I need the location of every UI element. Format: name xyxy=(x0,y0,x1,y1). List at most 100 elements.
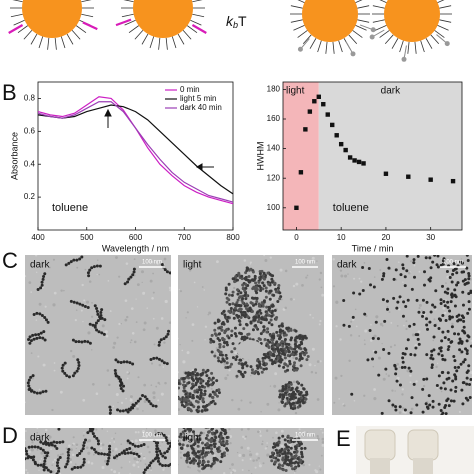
noise xyxy=(261,440,264,443)
nanoparticle xyxy=(203,385,207,389)
nanoparticle xyxy=(296,461,300,465)
scatter-point xyxy=(321,102,326,107)
noise xyxy=(390,322,393,324)
nanoparticle xyxy=(204,370,208,374)
ligand xyxy=(439,19,452,23)
nanoparticle xyxy=(29,455,33,459)
noise xyxy=(38,302,42,306)
nanoparticle xyxy=(75,258,79,262)
noise xyxy=(320,286,323,289)
nanoparticle xyxy=(271,304,275,308)
nanoparticle xyxy=(254,285,258,289)
noise xyxy=(274,372,278,376)
noise xyxy=(186,311,189,314)
noise xyxy=(304,339,306,341)
nanoparticle xyxy=(372,285,376,289)
nanoparticle xyxy=(196,423,199,426)
noise xyxy=(124,318,128,322)
noise xyxy=(208,407,210,409)
noise xyxy=(150,384,153,386)
noise xyxy=(358,334,361,337)
noise xyxy=(233,469,237,472)
nanoparticle xyxy=(55,440,59,444)
noise xyxy=(186,351,190,355)
nanoparticle xyxy=(43,338,47,342)
nanoparticle xyxy=(182,438,186,442)
nanoparticle xyxy=(241,286,245,290)
nanoparticle xyxy=(135,452,139,456)
ligand xyxy=(357,19,370,23)
nanoparticle xyxy=(262,353,266,357)
noise xyxy=(108,383,111,387)
nanoparticle xyxy=(27,384,31,388)
nanoparticle xyxy=(260,269,264,273)
nanoparticle xyxy=(439,349,443,353)
nanoparticle xyxy=(278,297,282,301)
nanoparticle xyxy=(167,464,171,468)
nanoparticle xyxy=(247,332,251,336)
x-tick-label: 20 xyxy=(381,233,390,242)
nanoparticle xyxy=(217,359,221,363)
nanoparticle xyxy=(212,442,216,446)
y-axis-label: Absorbance xyxy=(9,132,19,180)
nanoparticle xyxy=(201,397,205,401)
ligand xyxy=(325,41,328,54)
nanoparticle xyxy=(128,361,132,365)
nanoparticle xyxy=(182,428,186,430)
nanoparticle xyxy=(93,304,97,308)
noise xyxy=(303,430,306,434)
ligand xyxy=(293,25,305,31)
nanoparticle xyxy=(87,274,91,278)
nanoparticle xyxy=(148,464,152,468)
nanoparticle xyxy=(233,332,237,336)
noise xyxy=(158,363,162,367)
nanoparticle xyxy=(25,457,27,461)
nanoparticle xyxy=(276,443,280,447)
nanoparticle xyxy=(57,419,60,422)
nanoparticle xyxy=(222,451,226,455)
noise xyxy=(436,386,439,389)
nanoparticle xyxy=(239,310,243,314)
nanoparticle xyxy=(223,331,227,335)
noise xyxy=(302,463,305,467)
nanoparticle xyxy=(248,337,252,341)
nanoparticle xyxy=(453,373,457,377)
nanoparticle xyxy=(299,347,303,351)
noise xyxy=(284,306,287,310)
nanoparticle xyxy=(145,397,149,401)
scatter-point xyxy=(334,133,339,138)
noise xyxy=(65,447,68,450)
x-tick-label: 30 xyxy=(426,233,435,242)
nanoparticle xyxy=(40,283,44,287)
ligand xyxy=(187,25,198,34)
ligand xyxy=(379,30,390,38)
noise xyxy=(130,307,134,310)
nanoparticle xyxy=(194,399,198,403)
nanoparticle xyxy=(244,286,248,290)
nanoparticle xyxy=(43,459,47,463)
nanoparticle xyxy=(446,287,450,291)
nanoparticle xyxy=(292,455,296,459)
nanoparticle xyxy=(463,358,467,362)
nanoparticle xyxy=(187,425,190,428)
nanoparticle xyxy=(220,325,224,329)
nanoparticle xyxy=(127,277,131,281)
noise xyxy=(90,462,94,465)
panel-label: C xyxy=(2,248,18,273)
noise xyxy=(337,261,341,264)
noise xyxy=(95,392,99,395)
nanoparticle xyxy=(278,389,282,393)
noise xyxy=(312,434,316,437)
noise xyxy=(266,445,268,448)
nanoparticle xyxy=(465,281,469,285)
noise xyxy=(314,469,317,472)
y-axis-label: HWHM xyxy=(255,142,265,171)
nanoparticle xyxy=(461,381,465,385)
nanoparticle xyxy=(193,390,197,394)
noise xyxy=(115,457,118,461)
noise xyxy=(145,435,148,438)
noise xyxy=(273,384,277,388)
noise xyxy=(36,431,39,434)
nanoparticle xyxy=(58,456,62,460)
nanoparticle xyxy=(454,385,458,389)
